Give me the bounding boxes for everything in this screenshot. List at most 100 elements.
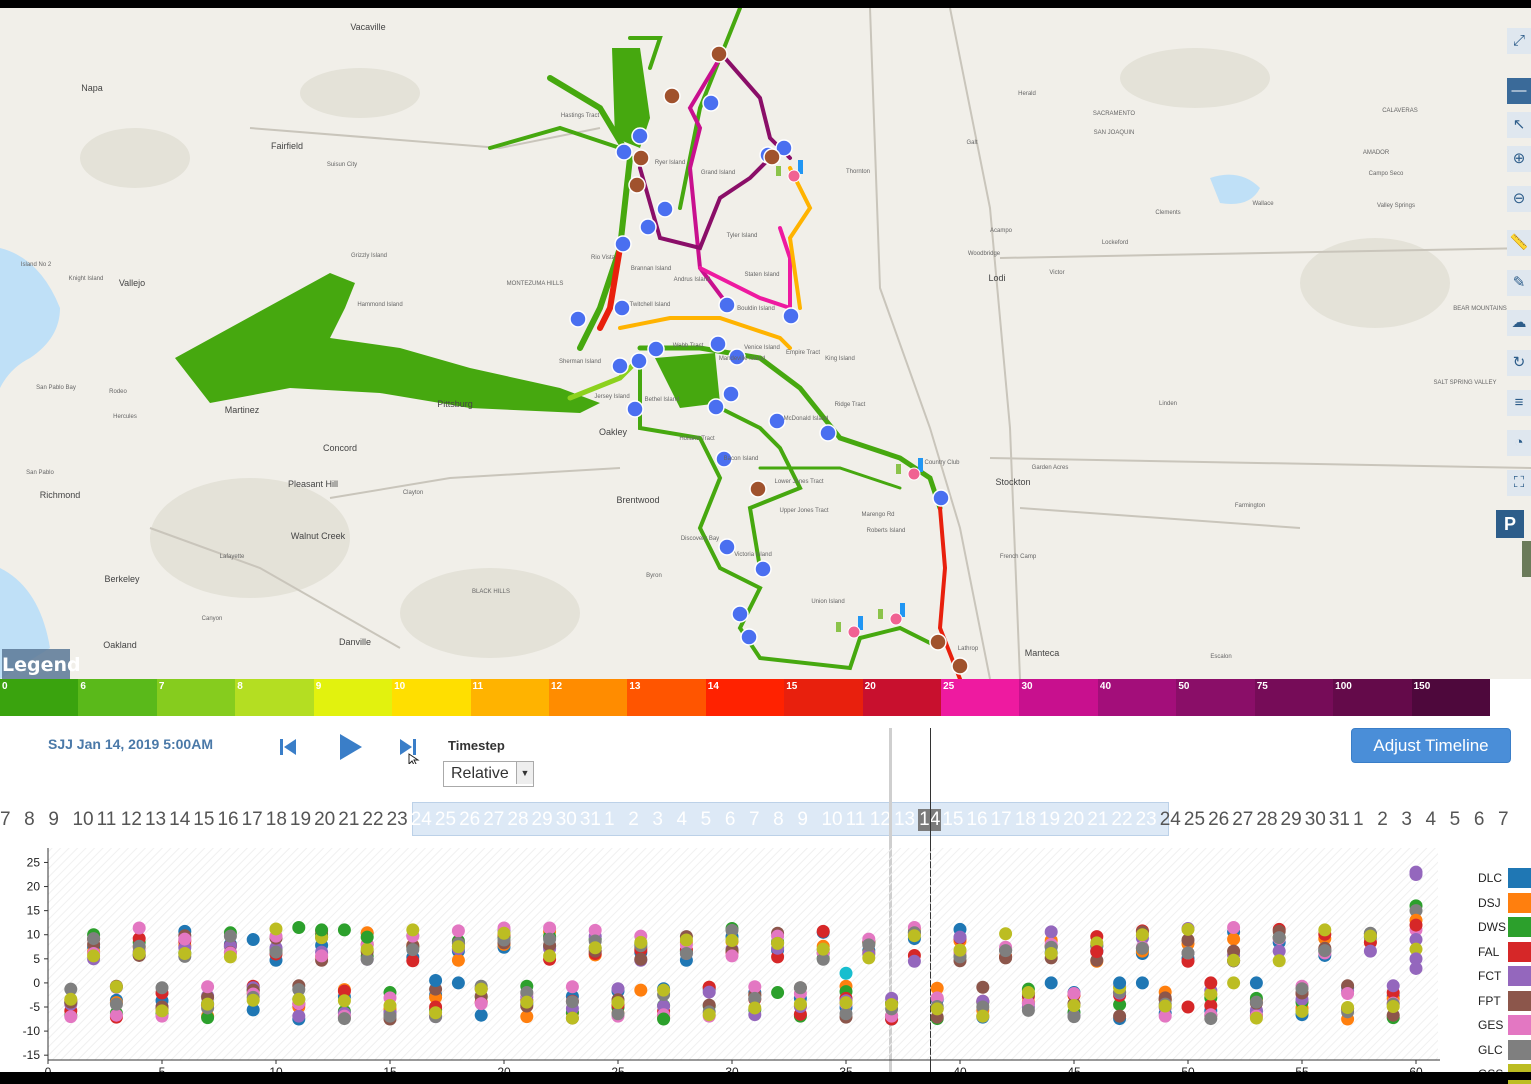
timeline-tick-label[interactable]: 4 <box>1425 809 1437 830</box>
p-layer-button[interactable]: P <box>1496 510 1524 538</box>
monitoring-station-marker[interactable] <box>639 218 657 236</box>
timeline-tick-label[interactable]: 22 <box>1111 809 1133 830</box>
timeline-tick-label[interactable]: 9 <box>48 809 59 830</box>
timeline-tick-label[interactable]: 14 <box>169 809 191 830</box>
timeline-axis[interactable]: 7 8 9 10 11 12 13 14 15 16 17 18 19 20 21 22 23 24 25 26 27 2… <box>0 809 1531 833</box>
play-button[interactable] <box>336 730 366 764</box>
monitoring-station-marker[interactable] <box>702 94 720 112</box>
monitoring-station-marker[interactable] <box>569 310 587 328</box>
monitoring-station-marker[interactable] <box>715 450 733 468</box>
timeline-tick-label[interactable]: 8 <box>773 809 784 830</box>
box-select-icon[interactable]: ⛶ <box>1507 470 1531 496</box>
timeline-tick-label[interactable]: 20 <box>1063 809 1085 830</box>
pump-station-icon[interactable] <box>776 160 803 183</box>
basemap-thumbnail[interactable] <box>1522 541 1531 577</box>
monitoring-station-marker[interactable] <box>626 400 644 418</box>
timeline-tick-label[interactable]: 27 <box>1232 809 1254 830</box>
timeline-tick-label[interactable]: 21 <box>1087 809 1109 830</box>
timeline-tick-label[interactable]: 18 <box>265 809 287 830</box>
monitoring-station-marker[interactable] <box>631 127 649 145</box>
timeline-tick-label[interactable]: 6 <box>1473 809 1485 830</box>
legend-item[interactable]: FPT <box>1474 990 1531 1011</box>
timeline-tick-label[interactable]: 11 <box>96 809 117 830</box>
legend-item[interactable]: FCT <box>1474 966 1531 986</box>
monitoring-station-marker[interactable] <box>754 560 772 578</box>
monitoring-station-marker[interactable] <box>722 385 740 403</box>
timeline-tick-label[interactable]: 6 <box>724 809 736 830</box>
zoom-in-icon[interactable]: ⊕ <box>1507 146 1531 172</box>
timeline-tick-label[interactable]: 1 <box>1353 809 1364 830</box>
timeline-tick-label[interactable]: 12 <box>120 809 142 830</box>
timeline-tick-label[interactable]: 15 <box>193 809 215 830</box>
monitoring-station-marker[interactable] <box>819 424 837 442</box>
monitoring-station-marker[interactable] <box>709 335 727 353</box>
gauge-station-marker[interactable] <box>710 45 728 63</box>
timeline-tick-label[interactable]: 10 <box>821 809 843 830</box>
timeline-tick-label[interactable]: 24 <box>1159 809 1181 830</box>
legend-item[interactable]: DSJ <box>1474 892 1531 913</box>
ruler-icon[interactable]: 📏 <box>1507 230 1531 256</box>
timeline-tick-label[interactable]: 23 <box>1135 809 1157 830</box>
timeline-tick-label[interactable]: 9 <box>797 809 808 830</box>
gauge-station-marker[interactable] <box>628 176 646 194</box>
timeline-tick-label[interactable]: 12 <box>869 809 891 830</box>
pencil-icon[interactable]: ✎ <box>1507 270 1531 296</box>
timeline-tick-label[interactable]: 4 <box>676 809 688 830</box>
legend-item[interactable]: DWS <box>1474 917 1531 937</box>
timeline-tick-label[interactable]: 3 <box>1401 809 1412 830</box>
delta-map[interactable]: Vacaville Napa Fairfield Suisun City Vallejo… <box>0 8 1531 679</box>
monitoring-station-marker[interactable] <box>768 412 786 430</box>
monitoring-station-marker[interactable] <box>740 628 758 646</box>
timeline-tick-label[interactable]: 28 <box>1256 809 1278 830</box>
timeline-tick-label[interactable]: 16 <box>217 809 239 830</box>
timeline-tick-label[interactable]: 14 <box>918 809 942 831</box>
monitoring-station-marker[interactable] <box>775 139 793 157</box>
monitoring-station-marker[interactable] <box>728 348 746 366</box>
timeline-tick-label[interactable]: 2 <box>628 809 639 830</box>
zoom-minus-icon[interactable]: ⊖ <box>1507 186 1531 212</box>
timeline-tick-label[interactable]: 19 <box>1038 809 1061 830</box>
pump-station-icon[interactable] <box>836 616 863 639</box>
timeline-tick-label[interactable]: 20 <box>314 809 336 830</box>
gauge-station-marker[interactable] <box>929 633 947 651</box>
timeline-tick-label[interactable]: 27 <box>483 809 505 830</box>
timeline-tick-label[interactable]: 8 <box>24 809 35 830</box>
step-forward-button[interactable] <box>394 730 424 766</box>
monitoring-station-marker[interactable] <box>731 605 749 623</box>
timeline-tick-label[interactable]: 15 <box>942 809 964 830</box>
timeline-tick-label[interactable]: 31 <box>579 809 601 830</box>
monitoring-station-marker[interactable] <box>613 299 631 317</box>
timeline-tick-label[interactable]: 3 <box>652 809 663 830</box>
monitoring-station-marker[interactable] <box>932 489 950 507</box>
timestep-select[interactable]: Relative ▼ <box>443 761 534 787</box>
timeline-tick-label[interactable]: 13 <box>144 809 167 830</box>
timeline-tick-label[interactable]: 25 <box>1183 809 1206 830</box>
pump-station-icon[interactable] <box>896 458 923 481</box>
timeline-tick-label[interactable]: 18 <box>1014 809 1036 830</box>
legend-item[interactable]: GLC <box>1474 1039 1531 1060</box>
monitoring-station-marker[interactable] <box>782 307 800 325</box>
timeline-tick-label[interactable]: 16 <box>966 809 988 830</box>
legend-button[interactable]: Legend <box>2 649 81 679</box>
timeline-tick-label[interactable]: 23 <box>386 809 408 830</box>
expand-icon[interactable]: ⤢ <box>1507 28 1531 54</box>
timeline-tick-label[interactable]: 17 <box>990 809 1012 830</box>
map-canvas[interactable]: Vacaville Napa Fairfield Suisun City Vallejo… <box>0 8 1531 679</box>
gauge-station-marker[interactable] <box>632 149 650 167</box>
legend-item[interactable]: FAL <box>1474 941 1531 962</box>
timeline-tick-label[interactable]: 30 <box>555 809 577 830</box>
timeline-tick-label[interactable]: 2 <box>1377 809 1388 830</box>
timeline-tick-label[interactable]: 30 <box>1304 809 1326 830</box>
monitoring-station-marker[interactable] <box>630 352 648 370</box>
zoom-out-icon[interactable]: — <box>1507 78 1531 104</box>
timeline-brush[interactable] <box>412 802 1169 836</box>
gauge-station-marker[interactable] <box>749 480 767 498</box>
layers-icon[interactable]: ≡ <box>1507 390 1531 416</box>
timeline-tick-label[interactable]: 7 <box>0 809 11 830</box>
monitoring-station-marker[interactable] <box>656 200 674 218</box>
monitoring-station-marker[interactable] <box>611 357 629 375</box>
timeline-tick-label[interactable]: 25 <box>434 809 457 830</box>
timeline-tick-label[interactable]: 10 <box>72 809 94 830</box>
step-back-button[interactable] <box>274 730 304 764</box>
timeline-tick-label[interactable]: 7 <box>749 809 760 830</box>
